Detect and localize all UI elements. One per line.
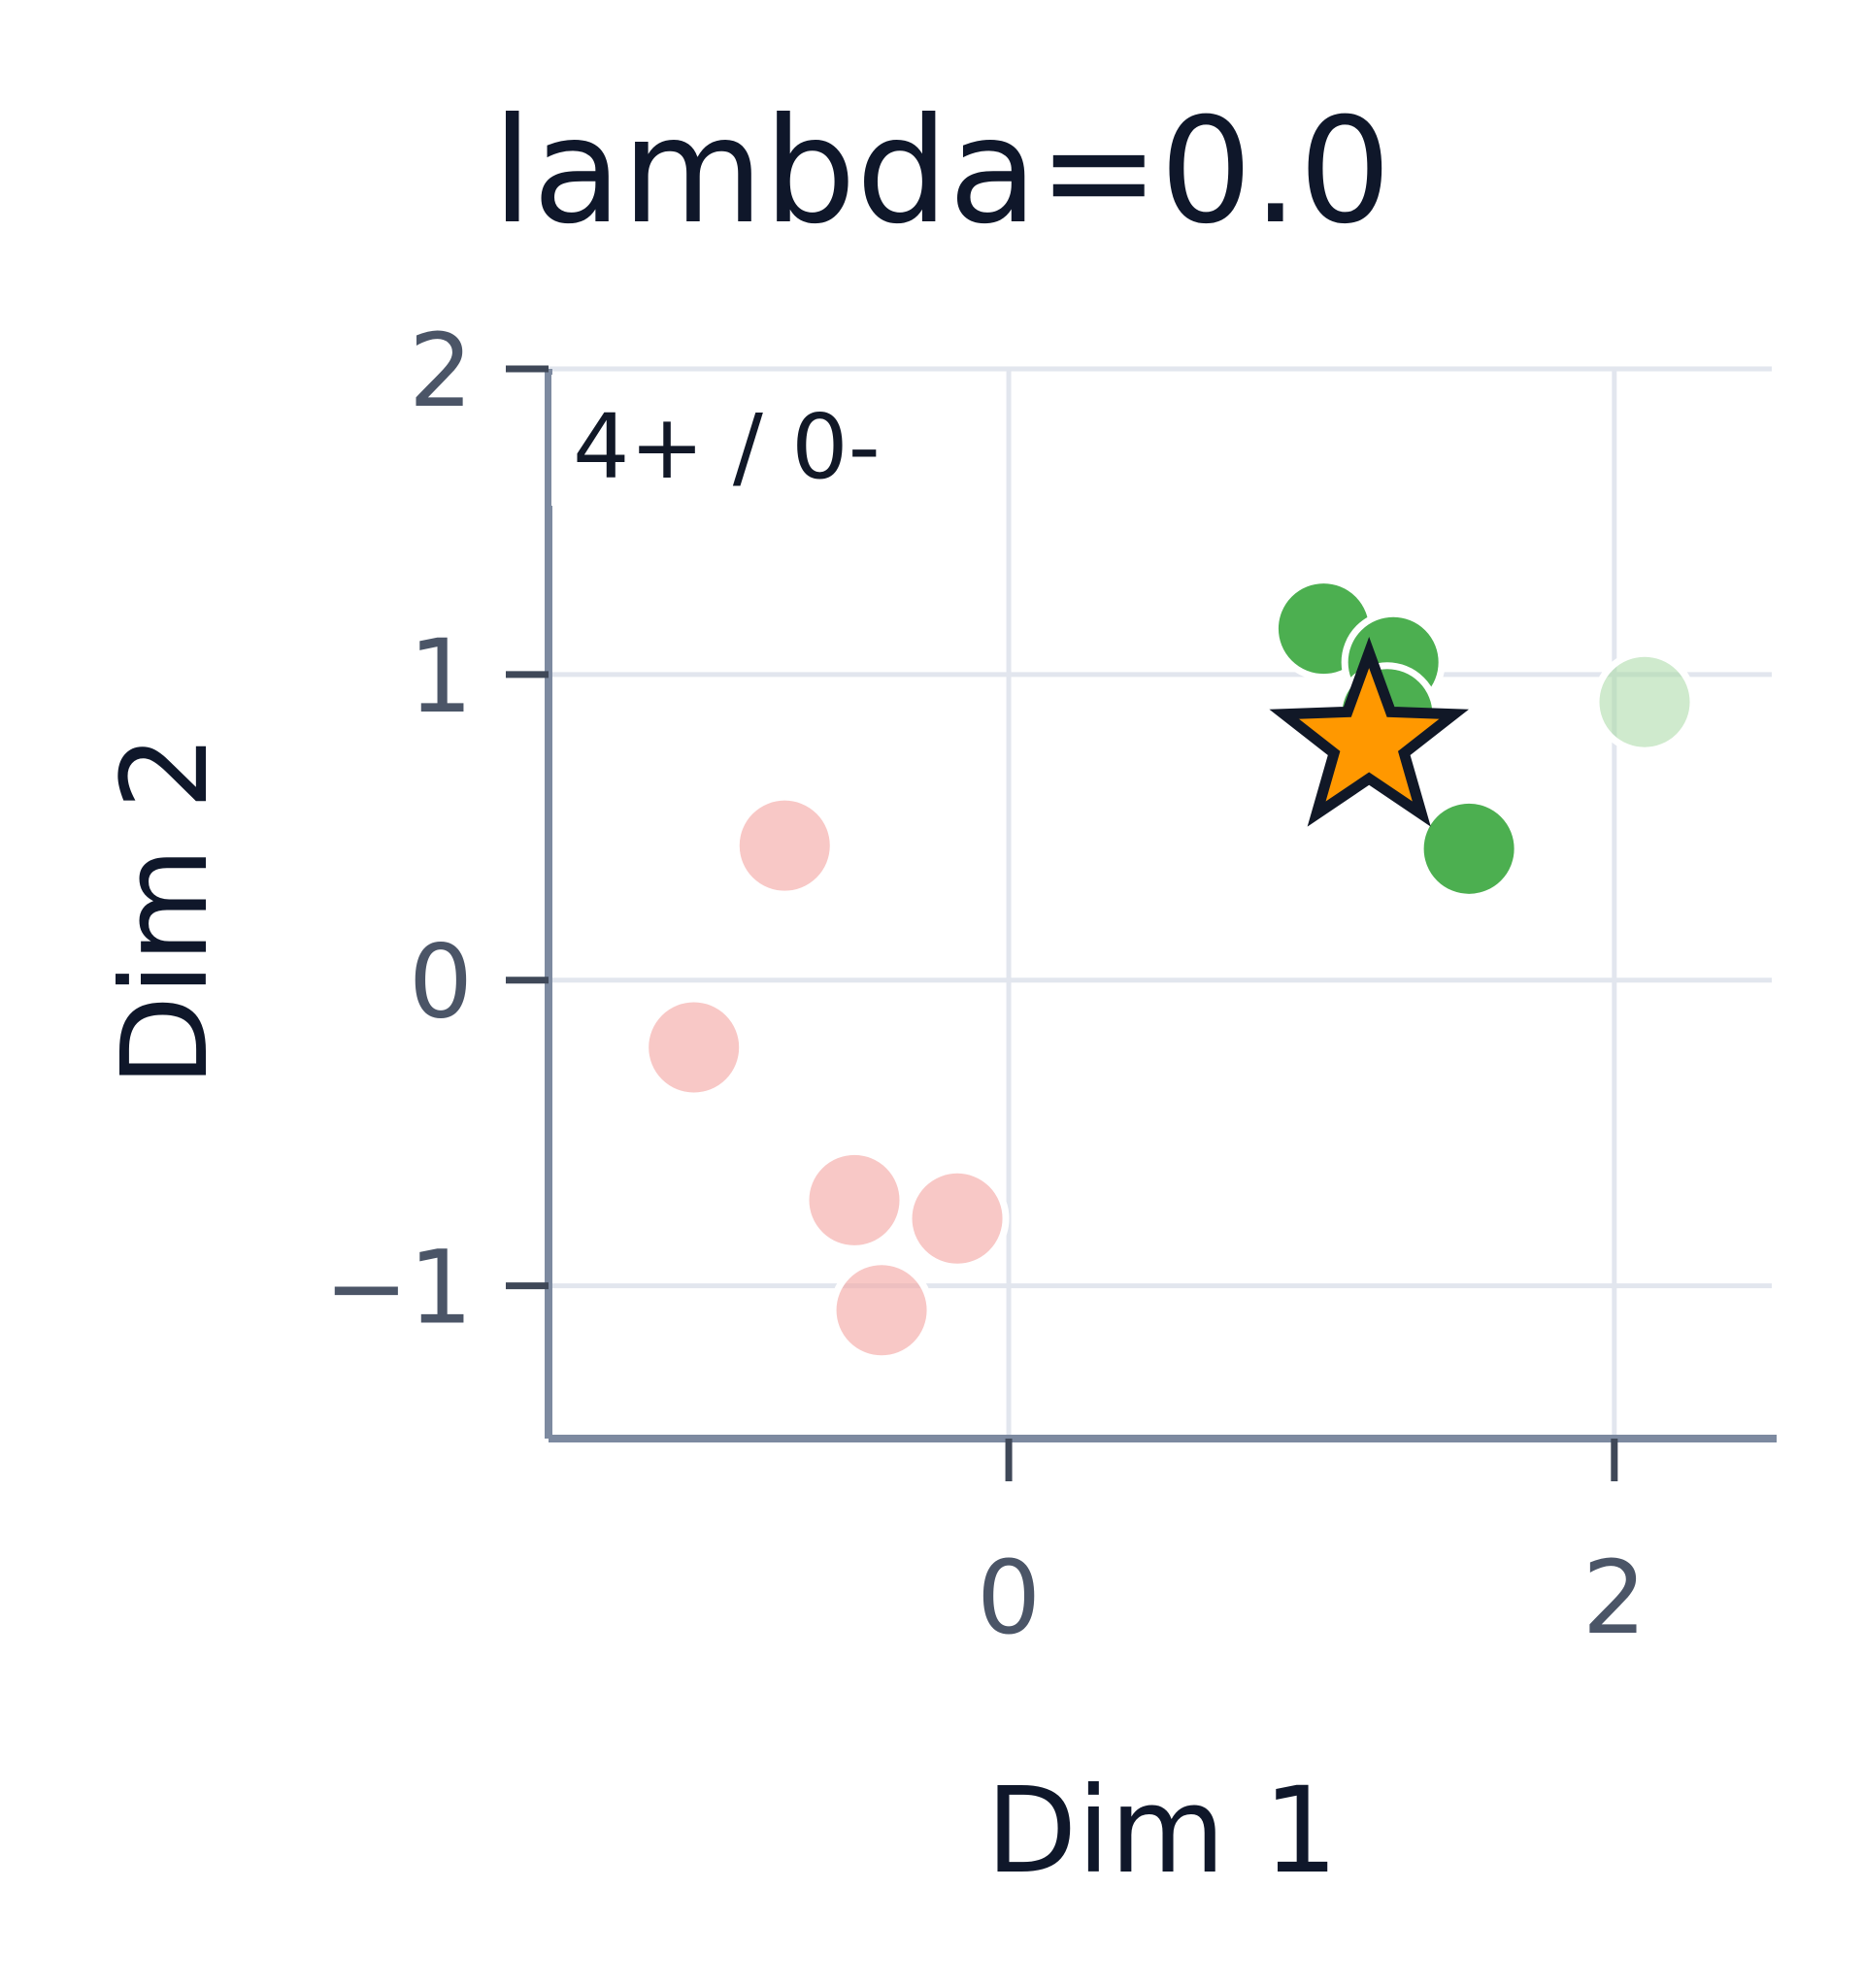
axes xyxy=(506,365,1777,1481)
data-point xyxy=(732,793,837,898)
data-point xyxy=(1416,796,1521,901)
x-tick-label: 2 xyxy=(1582,1539,1647,1657)
chart-title: lambda=0.0 xyxy=(492,87,1391,256)
x-tick-label: 0 xyxy=(977,1539,1041,1657)
annotation-label: 4+ / 0- xyxy=(573,395,881,499)
tick-labels: 0 2 −1 0 1 2 xyxy=(324,312,1647,1657)
data-point xyxy=(905,1166,1010,1271)
annotation-box: 4+ / 0- xyxy=(551,375,949,506)
data-point xyxy=(802,1147,907,1252)
data-point xyxy=(829,1258,934,1363)
data-point xyxy=(642,995,747,1100)
query-star-marker xyxy=(1269,637,1469,827)
query-marker xyxy=(1269,637,1469,827)
y-tick-label: −1 xyxy=(324,1229,473,1347)
y-axis-label: Dim 2 xyxy=(96,734,234,1086)
data-points xyxy=(642,577,1697,1363)
y-tick-label: 0 xyxy=(409,923,473,1042)
y-tick-label: 2 xyxy=(409,312,473,430)
y-tick-label: 1 xyxy=(409,617,473,736)
data-point xyxy=(1592,649,1697,754)
x-axis-label: Dim 1 xyxy=(985,1762,1338,1900)
gridlines xyxy=(549,366,1772,1439)
